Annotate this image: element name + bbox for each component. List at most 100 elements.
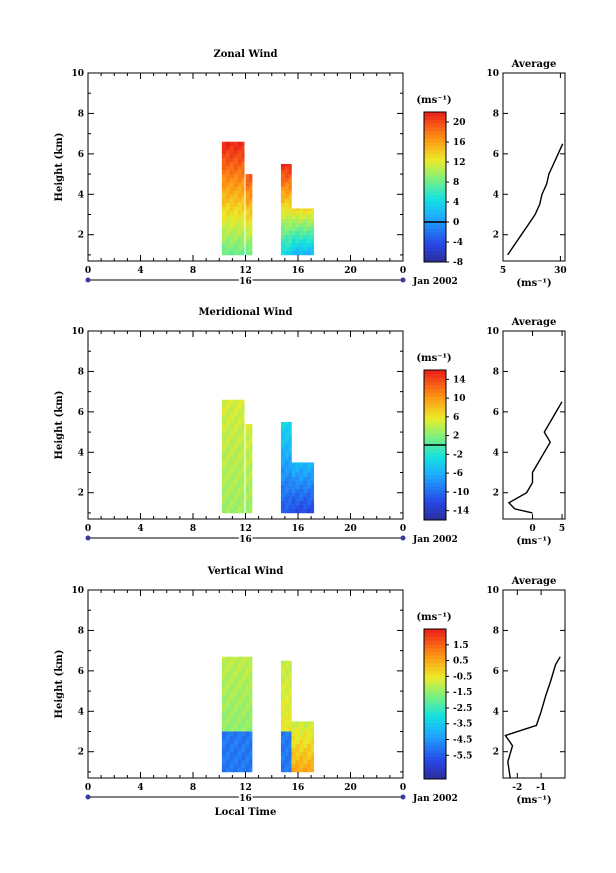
data-cell <box>249 691 253 696</box>
data-cell <box>221 747 227 753</box>
data-cell <box>280 492 286 498</box>
data-cell <box>284 464 290 469</box>
data-cell <box>280 170 286 175</box>
data-cell <box>221 246 227 252</box>
data-cell <box>221 719 227 724</box>
data-cell <box>284 723 290 728</box>
data-cell <box>249 699 253 704</box>
data-cell <box>295 476 300 481</box>
data-cell <box>237 476 242 481</box>
average-y-tick-label: 2 <box>493 489 499 499</box>
data-cell <box>303 735 308 740</box>
data-cell <box>237 218 242 223</box>
data-cell <box>225 444 231 449</box>
data-cell <box>241 182 245 187</box>
data-cell <box>221 687 227 692</box>
data-cell <box>295 210 300 215</box>
data-cell <box>233 662 238 668</box>
data-cell <box>299 492 304 498</box>
data-cell <box>237 751 242 757</box>
data-cell <box>225 218 231 223</box>
data-cell <box>241 662 246 668</box>
date-label: Jan 2002 <box>412 535 458 545</box>
data-cell <box>225 662 231 668</box>
date-label: Jan 2002 <box>412 277 458 287</box>
data-cell <box>299 488 304 494</box>
data-cell <box>245 496 250 502</box>
data-cell <box>280 178 286 183</box>
data-cell <box>280 436 286 441</box>
data-cell <box>295 218 300 223</box>
data-cell <box>303 210 308 215</box>
data-cell <box>284 739 290 744</box>
data-cell <box>237 436 242 441</box>
data-cell <box>221 198 227 203</box>
data-cell <box>237 153 242 159</box>
data-cell <box>241 739 246 744</box>
colorbar-swatch <box>424 775 446 780</box>
data-cell <box>280 174 286 179</box>
data-cell <box>249 178 253 183</box>
data-cell <box>303 731 308 736</box>
colorbar-tick-label: 16 <box>453 138 466 148</box>
data-cell <box>241 149 245 155</box>
y-tick-label: 6 <box>78 667 84 677</box>
y-tick-label: 2 <box>78 748 84 758</box>
data-cell <box>229 767 234 773</box>
data-cell <box>221 436 227 441</box>
data-cell <box>284 719 290 724</box>
average-y-tick-label: 4 <box>493 190 499 200</box>
data-cell <box>280 440 286 445</box>
data-cell <box>241 656 246 660</box>
data-cell <box>288 496 292 502</box>
data-cell <box>229 230 234 236</box>
colorbar-swatch <box>424 647 446 652</box>
data-cell <box>307 747 312 753</box>
data-cell <box>241 707 246 712</box>
data-cell <box>229 432 234 437</box>
data-cell <box>241 488 245 494</box>
data-cell <box>237 178 242 183</box>
data-cell <box>311 739 315 744</box>
data-cell <box>221 682 227 688</box>
data-cell <box>237 715 242 720</box>
data-cell <box>241 464 245 469</box>
colorbar-swatch <box>424 377 446 382</box>
colorbar-swatch <box>424 168 446 173</box>
data-cell <box>233 423 238 429</box>
data-cell <box>221 695 227 700</box>
colorbar-swatch <box>424 411 446 416</box>
data-cell <box>291 508 296 514</box>
data-cell <box>280 202 286 207</box>
data-cell <box>221 403 227 409</box>
data-cell <box>233 198 238 203</box>
data-cell <box>225 428 231 433</box>
average-x-label: (ms⁻¹) <box>516 278 551 289</box>
data-cell <box>288 763 292 769</box>
data-cell <box>225 504 231 510</box>
data-cell <box>229 468 234 473</box>
data-cell <box>288 218 292 223</box>
data-cell <box>241 186 245 191</box>
data-cell <box>288 452 292 457</box>
data-cell <box>295 484 300 489</box>
data-cell <box>237 743 242 748</box>
data-cell <box>229 174 234 179</box>
data-cell <box>237 699 242 704</box>
data-cell <box>303 755 308 761</box>
data-cell <box>284 250 290 256</box>
data-cell <box>233 415 238 421</box>
data-cell <box>225 149 231 155</box>
data-cell <box>221 727 227 732</box>
data-cell <box>303 226 308 231</box>
data-cell <box>284 699 290 704</box>
data-cell <box>280 250 286 256</box>
data-cell <box>249 739 253 744</box>
data-cell <box>229 141 234 147</box>
data-cell <box>221 472 227 477</box>
data-cell <box>291 747 296 753</box>
x-tick-label: 0 <box>400 266 406 276</box>
colorbar-swatch <box>424 115 446 120</box>
data-cell <box>288 687 292 692</box>
data-cell <box>280 484 286 489</box>
